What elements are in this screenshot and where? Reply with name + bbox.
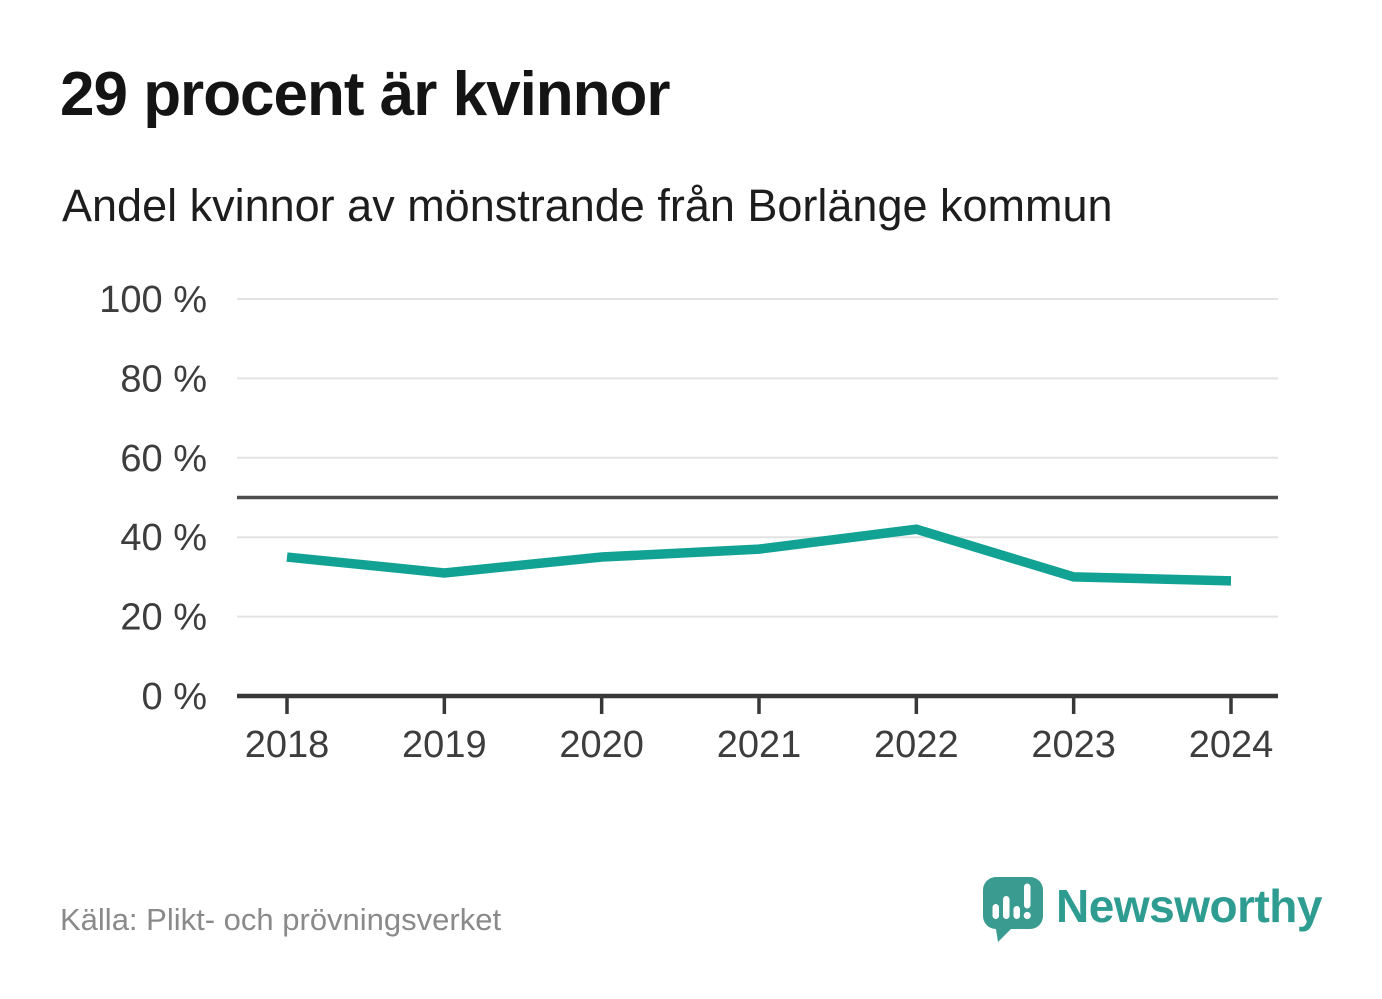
logo-bubble-tail (995, 923, 1018, 942)
x-tick-label-2019: 2019 (402, 724, 487, 766)
y-tick-label-60: 60 % (120, 438, 207, 480)
logo-exclamation-bar (1024, 883, 1031, 909)
logo-bar-1 (992, 904, 1000, 919)
x-tick-label-2020: 2020 (559, 724, 644, 766)
logo-bar-2 (1003, 896, 1010, 919)
logo-bar-3 (1013, 906, 1021, 919)
logo-bubble-shape (983, 877, 1044, 929)
chart-title: 29 procent är kvinnor (60, 60, 671, 129)
newsworthy-logo-text: Newsworthy (1056, 880, 1322, 932)
x-tick-label-2018: 2018 (245, 724, 330, 766)
y-tick-label-40: 40 % (120, 517, 207, 559)
source-note: Källa: Plikt- och prövningsverket (60, 902, 502, 937)
logo-exclamation-dot (1023, 911, 1031, 920)
x-tick-label-2021: 2021 (717, 724, 802, 766)
line-chart: 2018 2019 2020 2021 2022 2023 2024 0 % 20 % 40 % 6… (99, 279, 1278, 766)
y-tick-label-100: 100 % (99, 279, 207, 321)
y-tick-label-80: 80 % (120, 358, 207, 400)
newsworthy-logo-icon (983, 877, 1044, 942)
chart-subtitle: Andel kvinnor av mönstrande från Borläng… (62, 180, 1113, 231)
newsworthy-logo: Newsworthy (983, 877, 1322, 943)
data-line (286, 524, 1232, 586)
y-tick-label-20: 20 % (120, 597, 207, 639)
x-tick-label-2023: 2023 (1031, 724, 1116, 766)
x-tick-label-2024: 2024 (1189, 724, 1274, 766)
y-tick-label-0: 0 % (142, 676, 207, 718)
x-tick-label-2022: 2022 (874, 724, 959, 766)
